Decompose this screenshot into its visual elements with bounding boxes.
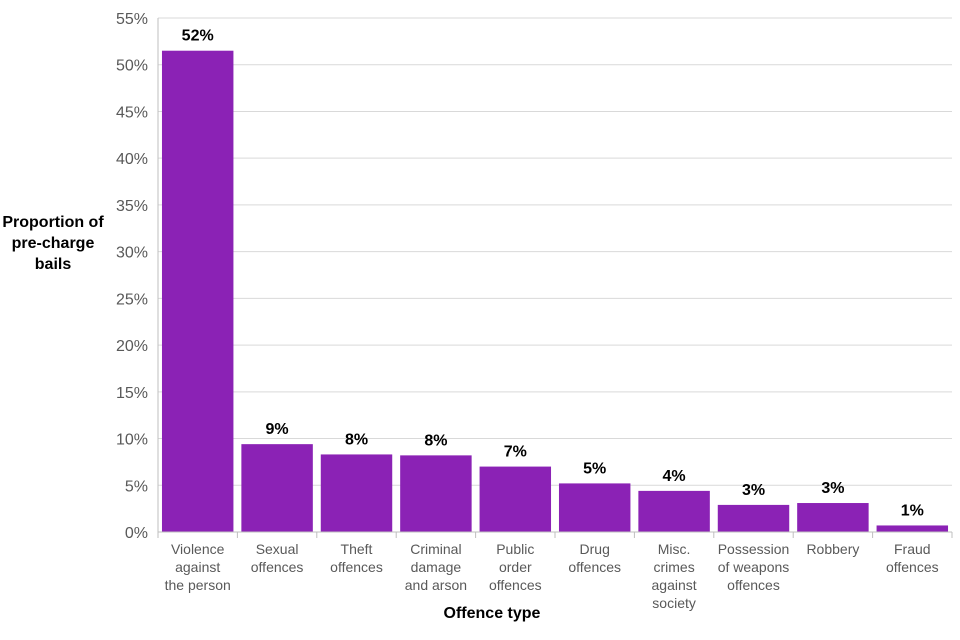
bar	[400, 455, 472, 532]
data-label: 3%	[742, 482, 765, 499]
x-axis-title: Offence type	[443, 605, 541, 622]
x-tick-label: Public order offences	[489, 541, 542, 593]
data-label: 52%	[182, 28, 214, 45]
data-label: 7%	[504, 444, 527, 461]
y-tick-label: 25%	[116, 291, 148, 308]
y-tick-label: 10%	[116, 432, 148, 449]
x-tick-label: Misc. crimes against society	[652, 541, 697, 611]
y-tick-label: 55%	[116, 11, 148, 28]
data-label: 4%	[663, 468, 686, 485]
y-tick-label: 40%	[116, 151, 148, 168]
x-tick-label: Fraud offences	[886, 541, 939, 575]
bar	[797, 503, 869, 532]
data-label: 9%	[266, 421, 289, 438]
y-axis-title: Proportion of pre-charge bails	[2, 214, 104, 273]
x-tick-label: Criminal damage and arson	[405, 541, 467, 593]
y-tick-label: 5%	[125, 478, 148, 495]
y-tick-label: 15%	[116, 385, 148, 402]
x-tick-label: Robbery	[806, 541, 859, 557]
data-label: 8%	[345, 431, 368, 448]
bar	[320, 454, 393, 532]
bar	[558, 483, 631, 532]
data-label: 8%	[424, 432, 447, 449]
data-label: 1%	[901, 502, 924, 519]
bar	[876, 525, 949, 532]
x-tick-label: Drug offences	[568, 541, 621, 575]
bar	[241, 444, 313, 532]
x-tick-label: Theft offences	[330, 541, 383, 575]
data-label: 3%	[821, 480, 844, 497]
bar	[638, 490, 710, 532]
bar	[717, 504, 790, 532]
x-tick-label: Possession of weapons offences	[718, 541, 790, 593]
x-tick-label: Violence against the person	[165, 541, 231, 593]
y-tick-label: 50%	[116, 58, 148, 75]
x-tick-label: Sexual offences	[251, 541, 304, 575]
y-tick-label: 20%	[116, 338, 148, 355]
y-tick-label: 35%	[116, 198, 148, 215]
y-tick-label: 45%	[116, 104, 148, 121]
bar	[479, 466, 552, 532]
y-tick-label: 0%	[125, 525, 148, 542]
y-tick-label: 30%	[116, 245, 148, 262]
bar	[161, 50, 234, 532]
data-label: 5%	[583, 460, 606, 477]
